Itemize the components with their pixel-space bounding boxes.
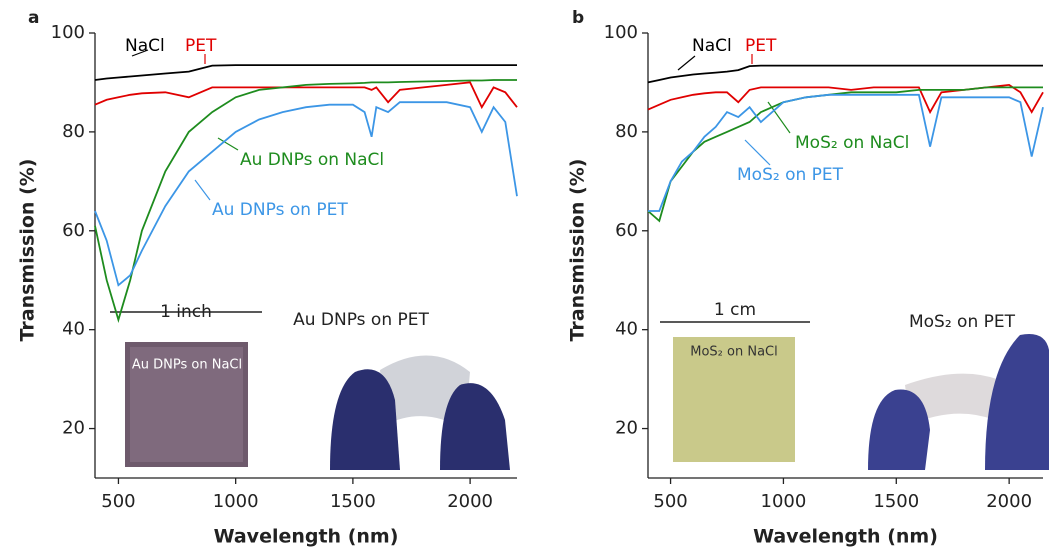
- y-tick-label: 100: [51, 22, 85, 43]
- x-tick-label: 2000: [447, 491, 493, 512]
- y-tick-label: 40: [615, 319, 638, 340]
- inset-photos: [110, 311, 1049, 470]
- series-label: NaCl: [125, 36, 165, 56]
- panel-label: b: [572, 8, 584, 28]
- photo-sample-b: [673, 337, 795, 462]
- leader-line: [217, 137, 239, 151]
- leader-line: [744, 139, 771, 166]
- series-label: Au DNPs on NaCl: [240, 150, 384, 170]
- leader-line: [194, 179, 211, 201]
- annotation: MoS₂ on NaCl: [690, 345, 777, 360]
- annotation: Au DNPs on NaCl: [132, 358, 242, 373]
- y-tick-label: 60: [62, 220, 85, 241]
- series-line: [647, 83, 1044, 115]
- photo-glove: [985, 334, 1049, 470]
- series-label: PET: [745, 36, 777, 56]
- x-tick-label: 1000: [761, 491, 807, 512]
- y-tick-label: 80: [62, 121, 85, 142]
- series-label: MoS₂ on PET: [737, 165, 844, 185]
- x-tick-label: 1500: [330, 491, 376, 512]
- series-label: PET: [185, 36, 217, 56]
- annotation: 1 inch: [160, 302, 212, 322]
- photo-glove: [330, 369, 400, 470]
- series-line: [94, 64, 517, 81]
- series-line: [648, 93, 1044, 212]
- x-tick-label: 500: [653, 491, 687, 512]
- series-label: Au DNPs on PET: [212, 200, 348, 220]
- y-tick-label: 60: [615, 220, 638, 241]
- y-tick-label: 100: [604, 22, 638, 43]
- series-line: [647, 64, 1043, 84]
- photo-glove: [868, 389, 930, 470]
- series-label: NaCl: [692, 36, 732, 56]
- leader-line: [767, 101, 791, 134]
- y-tick-label: 40: [62, 319, 85, 340]
- y-axis-title: Transmission (%): [17, 159, 39, 342]
- panel-label: a: [28, 8, 39, 28]
- x-tick-label: 2000: [986, 491, 1032, 512]
- x-axis-title: Wavelength (nm): [214, 526, 399, 548]
- x-tick-label: 500: [101, 491, 135, 512]
- series-label: MoS₂ on NaCl: [795, 133, 909, 153]
- annotation: 1 cm: [714, 300, 756, 320]
- photo-sheen: [130, 347, 243, 462]
- y-tick-label: 20: [615, 418, 638, 439]
- photo-film: [905, 373, 1000, 425]
- series-line: [94, 81, 518, 110]
- y-axis-title: Transmission (%): [567, 159, 589, 342]
- series-line: [94, 101, 518, 287]
- photo-glove: [440, 383, 510, 470]
- series-line: [647, 86, 1043, 223]
- y-tick-label: 80: [615, 121, 638, 142]
- annotation: MoS₂ on PET: [909, 312, 1016, 332]
- x-tick-label: 1000: [213, 491, 259, 512]
- y-tick-label: 20: [62, 418, 85, 439]
- series-line: [94, 79, 517, 323]
- x-tick-label: 1500: [873, 491, 919, 512]
- leader-line: [677, 55, 696, 71]
- annotation: Au DNPs on PET: [293, 310, 429, 330]
- leader-line: [131, 49, 149, 57]
- x-axis-title: Wavelength (nm): [753, 526, 938, 548]
